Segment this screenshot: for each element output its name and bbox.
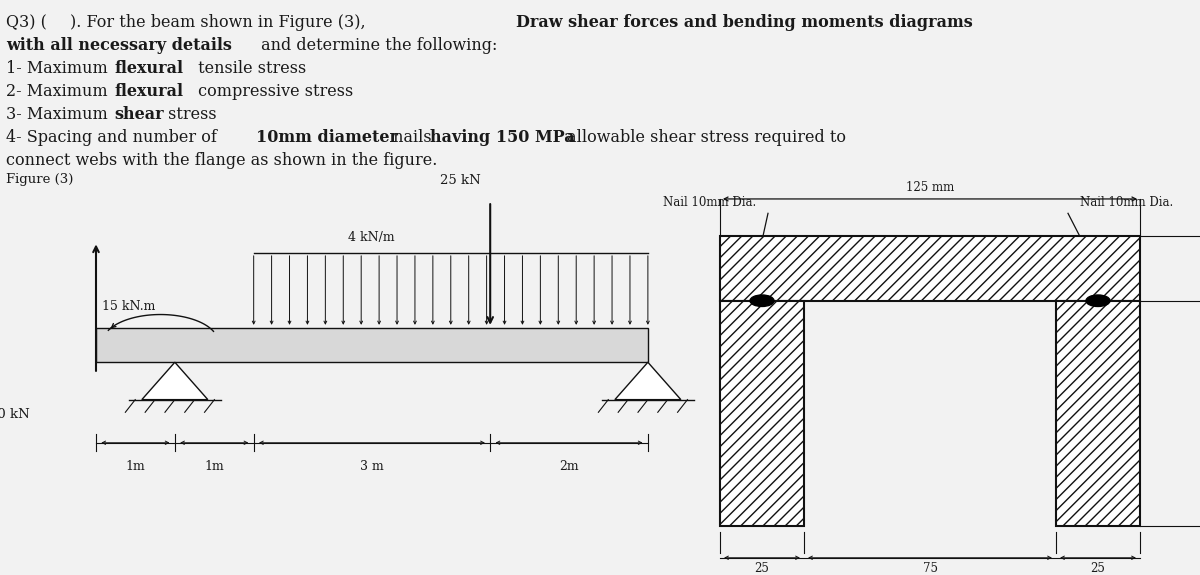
Text: Figure (3): Figure (3) [6,172,73,186]
Text: ). For the beam shown in Figure (3),: ). For the beam shown in Figure (3), [70,14,371,32]
Text: 10 kN: 10 kN [0,408,30,420]
Text: 4 kN/m: 4 kN/m [348,231,395,244]
Text: allowable shear stress required to: allowable shear stress required to [562,129,846,147]
Text: 4- Spacing and number of: 4- Spacing and number of [6,129,222,147]
Bar [720,301,804,526]
Text: 25
mm: 25 mm [751,562,773,575]
Text: and determine the following:: and determine the following: [256,37,497,55]
Text: 10mm diameter: 10mm diameter [256,129,397,147]
Text: having 150 MPa: having 150 MPa [430,129,575,147]
Text: 25
mm: 25 mm [1087,562,1109,575]
Text: 1- Maximum: 1- Maximum [6,60,113,78]
Text: 2m: 2m [559,460,578,473]
Circle shape [1086,295,1110,306]
Text: flexural: flexural [114,60,184,78]
Text: 125 mm: 125 mm [906,181,954,194]
Text: with all necessary details: with all necessary details [6,37,232,55]
Text: Nail 10mm Dia.: Nail 10mm Dia. [662,196,756,209]
Bar [720,236,1140,301]
Text: 1m: 1m [204,460,224,473]
Text: compressive stress: compressive stress [193,83,353,101]
Text: connect webs with the flange as shown in the figure.: connect webs with the flange as shown in… [6,152,437,170]
Text: 15 kN.m: 15 kN.m [102,300,155,313]
Text: shear: shear [114,106,164,124]
Bar [1056,301,1140,526]
Polygon shape [142,362,208,400]
Text: 2- Maximum: 2- Maximum [6,83,113,101]
Text: tensile stress: tensile stress [193,60,306,78]
Text: flexural: flexural [114,83,184,101]
Text: nails: nails [388,129,437,147]
Polygon shape [614,362,680,400]
Text: 3 m: 3 m [360,460,384,473]
Text: 25 kN: 25 kN [440,174,480,187]
Text: Nail 10mm Dia.: Nail 10mm Dia. [1080,196,1174,209]
Text: 3- Maximum: 3- Maximum [6,106,113,124]
Text: Q3) (: Q3) ( [6,14,47,32]
Text: 1m: 1m [126,460,145,473]
Bar [96,328,648,362]
Text: stress: stress [163,106,217,124]
Text: Draw shear forces and bending moments diagrams: Draw shear forces and bending moments di… [516,14,973,32]
Circle shape [750,295,774,306]
Text: 75
mm: 75 mm [919,562,941,575]
